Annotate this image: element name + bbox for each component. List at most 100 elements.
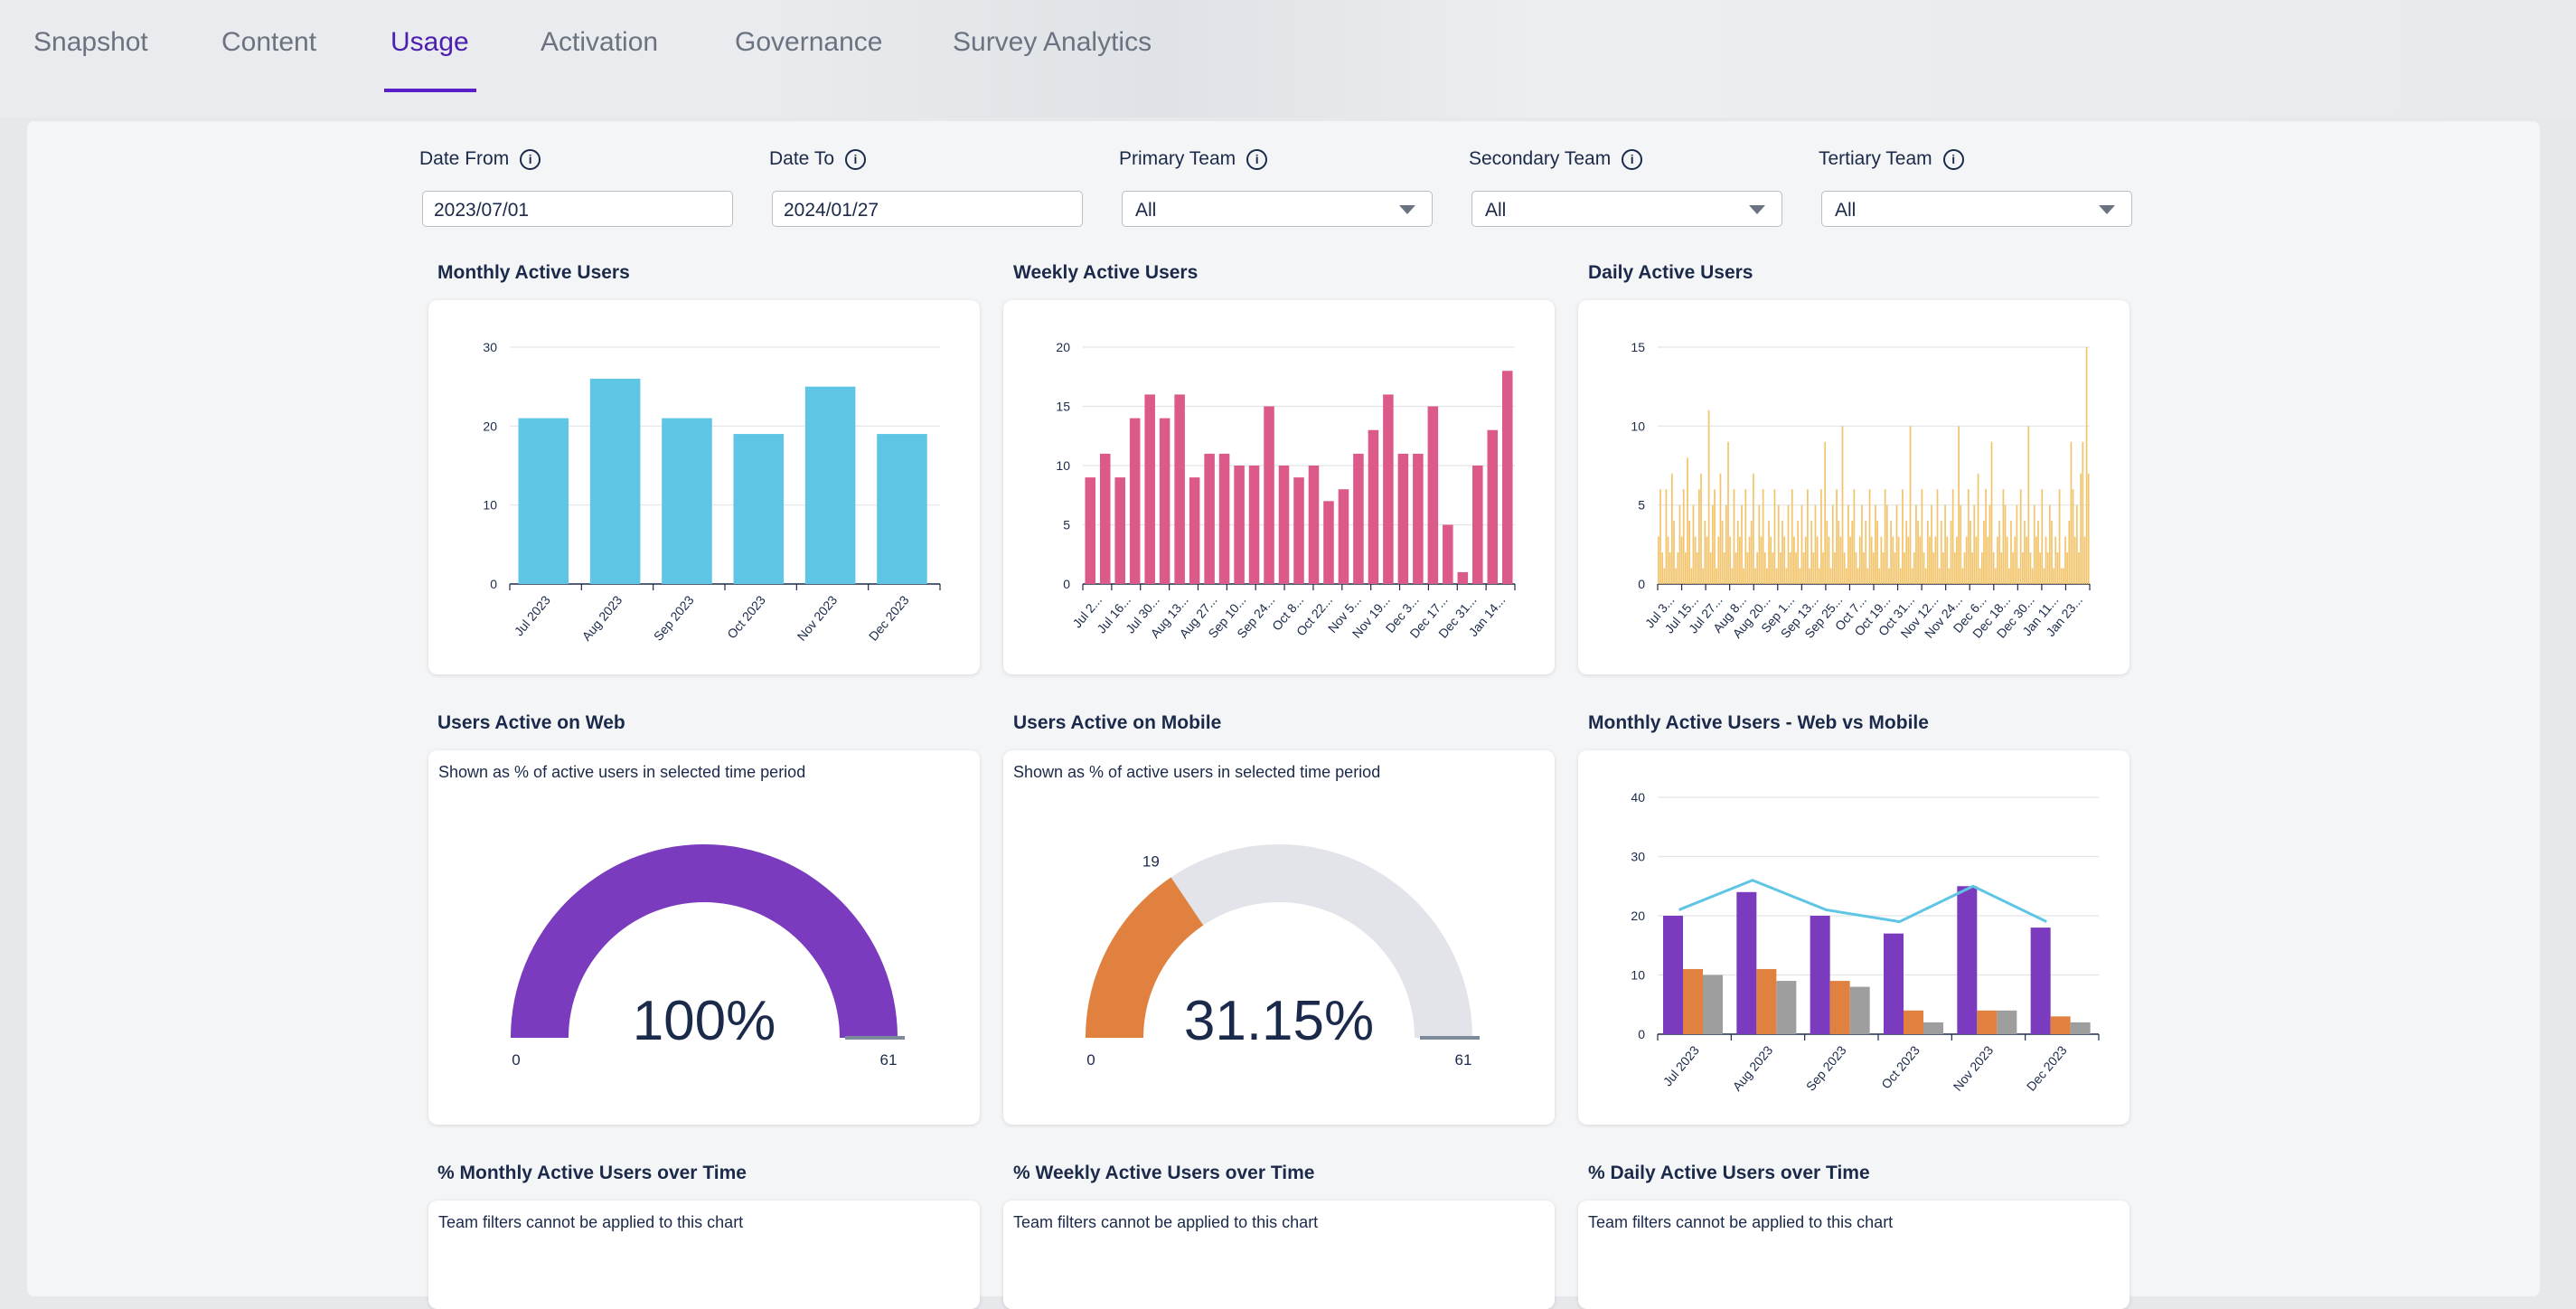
dau-bar <box>1719 473 1722 584</box>
tab-snapshot[interactable]: Snapshot <box>33 27 148 57</box>
dau-bar <box>2054 536 2057 584</box>
dau-bar <box>1841 426 1844 584</box>
dau-bar <box>1985 489 1987 584</box>
tertiary-team-select[interactable]: All <box>1821 191 2132 227</box>
dau-bar <box>1979 568 1981 584</box>
dau-bar <box>2041 489 2044 584</box>
info-icon[interactable]: i <box>1622 148 1643 170</box>
dau-bar <box>1750 521 1753 584</box>
web-title: Users Active on Web <box>437 712 625 733</box>
web-vs-mobile-line <box>1678 879 2047 924</box>
wau-card: 0 5 10 15 20 Jul 2... Jul 16... Jul 30... Aug 13… <box>1003 300 1555 674</box>
dau-bar <box>1706 536 1708 584</box>
dau-bar <box>1659 489 1661 584</box>
dau-bar <box>1696 552 1698 584</box>
gauge-value-text: 31.15% <box>1184 990 1374 1052</box>
x-tick-label: Dec 2023 <box>2024 1042 2070 1093</box>
active-tab-indicator <box>384 89 476 92</box>
web-vs-mobile-bar <box>1957 886 1978 1034</box>
dau-bar <box>1997 536 1998 584</box>
dau-bar <box>1677 552 1679 584</box>
pct-mau-note: Team filters cannot be applied to this c… <box>438 1213 744 1231</box>
dau-bar <box>1828 536 1830 584</box>
secondary-team-select[interactable]: All <box>1471 191 1782 227</box>
wau-bar <box>1085 477 1096 584</box>
gauge-value-text: 100% <box>633 990 776 1052</box>
dau-bar <box>2017 568 2020 584</box>
x-tick-label: Aug 2023 <box>579 592 625 643</box>
dau-bar <box>2007 568 2010 584</box>
dau-bar <box>1921 489 1923 584</box>
dau-bar <box>1804 536 1807 584</box>
dau-bar <box>2043 568 2045 584</box>
dau-bar <box>1992 552 1995 584</box>
dau-bar <box>1763 552 1766 584</box>
info-icon[interactable]: i <box>520 148 541 170</box>
dau-bar <box>2087 473 2090 584</box>
x-tick-label: Dec 2023 <box>866 592 912 643</box>
secondary-team-label-text: Secondary Team <box>1469 148 1612 169</box>
dau-bar <box>1885 504 1888 584</box>
dau-bar <box>1975 536 1978 584</box>
x-tick-label: Oct 2023 <box>724 592 768 641</box>
dau-bar <box>1944 504 1946 584</box>
tab-governance[interactable]: Governance <box>735 27 883 57</box>
pct-wau-title: % Weekly Active Users over Time <box>1013 1163 1315 1183</box>
date-from-label-text: Date From <box>419 148 510 169</box>
dau-bar <box>2080 473 2082 584</box>
mau-bar <box>589 378 641 584</box>
dau-bar <box>1983 521 1985 584</box>
web-gauge-chart: 100% 0 61 <box>511 844 905 1069</box>
wau-bar <box>1278 466 1290 584</box>
dau-bar <box>2039 552 2041 584</box>
info-icon[interactable]: i <box>845 148 866 170</box>
dau-bar <box>1904 552 1905 584</box>
wau-bar <box>1383 394 1394 584</box>
dau-bar <box>1741 504 1743 584</box>
tab-content[interactable]: Content <box>221 27 317 57</box>
dau-bar <box>2053 568 2054 584</box>
tab-survey-analytics[interactable]: Survey Analytics <box>953 27 1152 57</box>
tab-activation[interactable]: Activation <box>541 27 659 57</box>
wau-bar <box>1338 489 1349 584</box>
dau-bar <box>1725 504 1727 584</box>
dau-bar <box>1758 504 1761 584</box>
dau-bar <box>1861 504 1863 584</box>
dau-bar <box>1785 568 1788 584</box>
wau-bar <box>1308 466 1320 584</box>
dau-bar <box>1780 552 1782 584</box>
date-to-input[interactable]: 2024/01/27 <box>772 191 1083 227</box>
dau-bar <box>1915 504 1917 584</box>
dau-bar <box>1680 536 1683 584</box>
primary-team-select[interactable]: All <box>1122 191 1433 227</box>
dau-bar <box>1845 568 1847 584</box>
tab-usage[interactable]: Usage <box>390 27 469 57</box>
x-tick-label: Nov 2023 <box>1951 1042 1997 1093</box>
web-vs-mobile-bar <box>1756 968 1777 1034</box>
dau-bar <box>1810 521 1813 584</box>
web-vs-mobile-bar <box>1977 1010 1998 1034</box>
dau-bar <box>1793 536 1795 584</box>
dau-bar <box>1868 489 1871 584</box>
dau-bar <box>1675 568 1678 584</box>
dau-bar <box>1716 568 1718 584</box>
y-tick-label: 20 <box>483 419 497 433</box>
web-vs-mobile-bar <box>1810 916 1830 1034</box>
dau-bar <box>2083 536 2086 584</box>
dau-bar <box>1973 504 1976 584</box>
mau-card: 0 10 20 30 Jul 2023 Aug 2023 Sep 2023 Oct 2023 N… <box>428 300 980 674</box>
wau-bar <box>1218 453 1230 584</box>
y-tick-label: 10 <box>1631 968 1645 983</box>
dau-bar <box>1768 521 1770 584</box>
wau-bar <box>1099 453 1111 584</box>
gauge-fill <box>511 844 898 1038</box>
info-icon[interactable]: i <box>1246 148 1268 170</box>
dau-bar <box>1932 552 1935 584</box>
dau-bar <box>2031 568 2034 584</box>
pct-mau-card: Team filters cannot be applied to this c… <box>428 1201 980 1309</box>
dau-bar <box>1878 568 1881 584</box>
info-icon[interactable]: i <box>1942 148 1964 170</box>
mobile-gauge-chart: 31.15% 0 61 19 <box>1086 844 1480 1069</box>
date-from-input[interactable]: 2023/07/01 <box>422 191 733 227</box>
dau-bar <box>1665 489 1668 584</box>
